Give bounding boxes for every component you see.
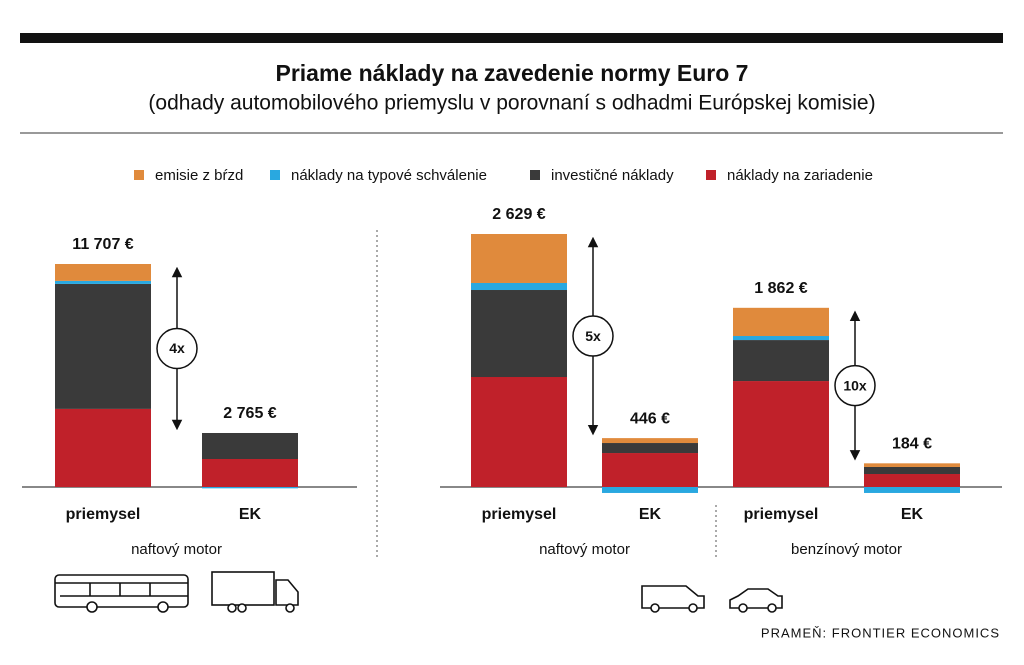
- van-icon: [641, 585, 705, 613]
- legend-swatch: [530, 170, 540, 180]
- bar-segment: [602, 443, 698, 454]
- legend-swatch: [134, 170, 144, 180]
- bar-segment: [471, 234, 567, 283]
- ratio-label: 10x: [843, 377, 867, 393]
- bar-segment: [55, 408, 151, 487]
- category-label: priemysel: [66, 506, 141, 523]
- group-label: naftový motor: [131, 541, 222, 558]
- ratio-circle: [156, 327, 198, 370]
- bar-segment: [55, 264, 151, 281]
- bus-icon: [54, 574, 189, 613]
- bar-segment: [864, 466, 960, 475]
- bar-segment: [202, 458, 298, 487]
- bar-segment: [55, 280, 151, 284]
- value-label: 11 707 €: [72, 236, 134, 253]
- legend-swatch: [270, 170, 280, 180]
- bar-segment: [202, 432, 298, 459]
- legend-label: emisie z bŕzd: [155, 167, 243, 184]
- bar-segment: [471, 282, 567, 291]
- legend-swatch: [706, 170, 716, 180]
- source: PRAMEŇ: FRONTIER ECONOMICS: [761, 625, 1000, 640]
- ratio-circle: [834, 364, 876, 407]
- ratio-circle: [572, 315, 614, 357]
- value-label: 184 €: [892, 436, 932, 453]
- truck-icon: [211, 571, 299, 613]
- category-label: priemysel: [744, 506, 819, 523]
- bar-segment: [602, 438, 698, 444]
- value-label: 446 €: [630, 410, 670, 427]
- bar-segment: [733, 381, 829, 487]
- bar-segment: [55, 283, 151, 409]
- bar-segment: [864, 463, 960, 467]
- bar-segment: [471, 290, 567, 378]
- bar-segment: [202, 487, 298, 489]
- category-label: EK: [901, 506, 924, 523]
- bar-segment: [602, 487, 698, 493]
- car-icon: [729, 588, 783, 613]
- value-label: 1 862 €: [754, 280, 807, 297]
- bar-segment: [733, 336, 829, 341]
- category-label: EK: [239, 506, 262, 523]
- title: Priame náklady na zavedenie normy Euro 7: [276, 60, 749, 86]
- legend-label: náklady na zariadenie: [727, 167, 873, 184]
- bar-segment: [733, 340, 829, 382]
- legend-label: náklady na typové schválenie: [291, 167, 487, 184]
- bar-segment: [864, 474, 960, 487]
- bar-segment: [864, 487, 960, 493]
- category-label: priemysel: [482, 506, 557, 523]
- group-label: naftový motor: [539, 541, 630, 558]
- ratio-label: 4x: [169, 340, 185, 356]
- legend-label: investičné náklady: [551, 167, 674, 184]
- bar-segment: [471, 377, 567, 487]
- bar-segment: [733, 307, 829, 337]
- group-label: benzínový motor: [791, 541, 902, 558]
- value-label: 2 629 €: [492, 206, 545, 223]
- category-label: EK: [639, 506, 662, 523]
- top-rule: [20, 33, 1003, 43]
- ratio-label: 5x: [585, 328, 601, 344]
- bar-segment: [602, 453, 698, 487]
- value-label: 2 765 €: [223, 405, 276, 422]
- subtitle: (odhady automobilového priemyslu v porov…: [148, 92, 875, 115]
